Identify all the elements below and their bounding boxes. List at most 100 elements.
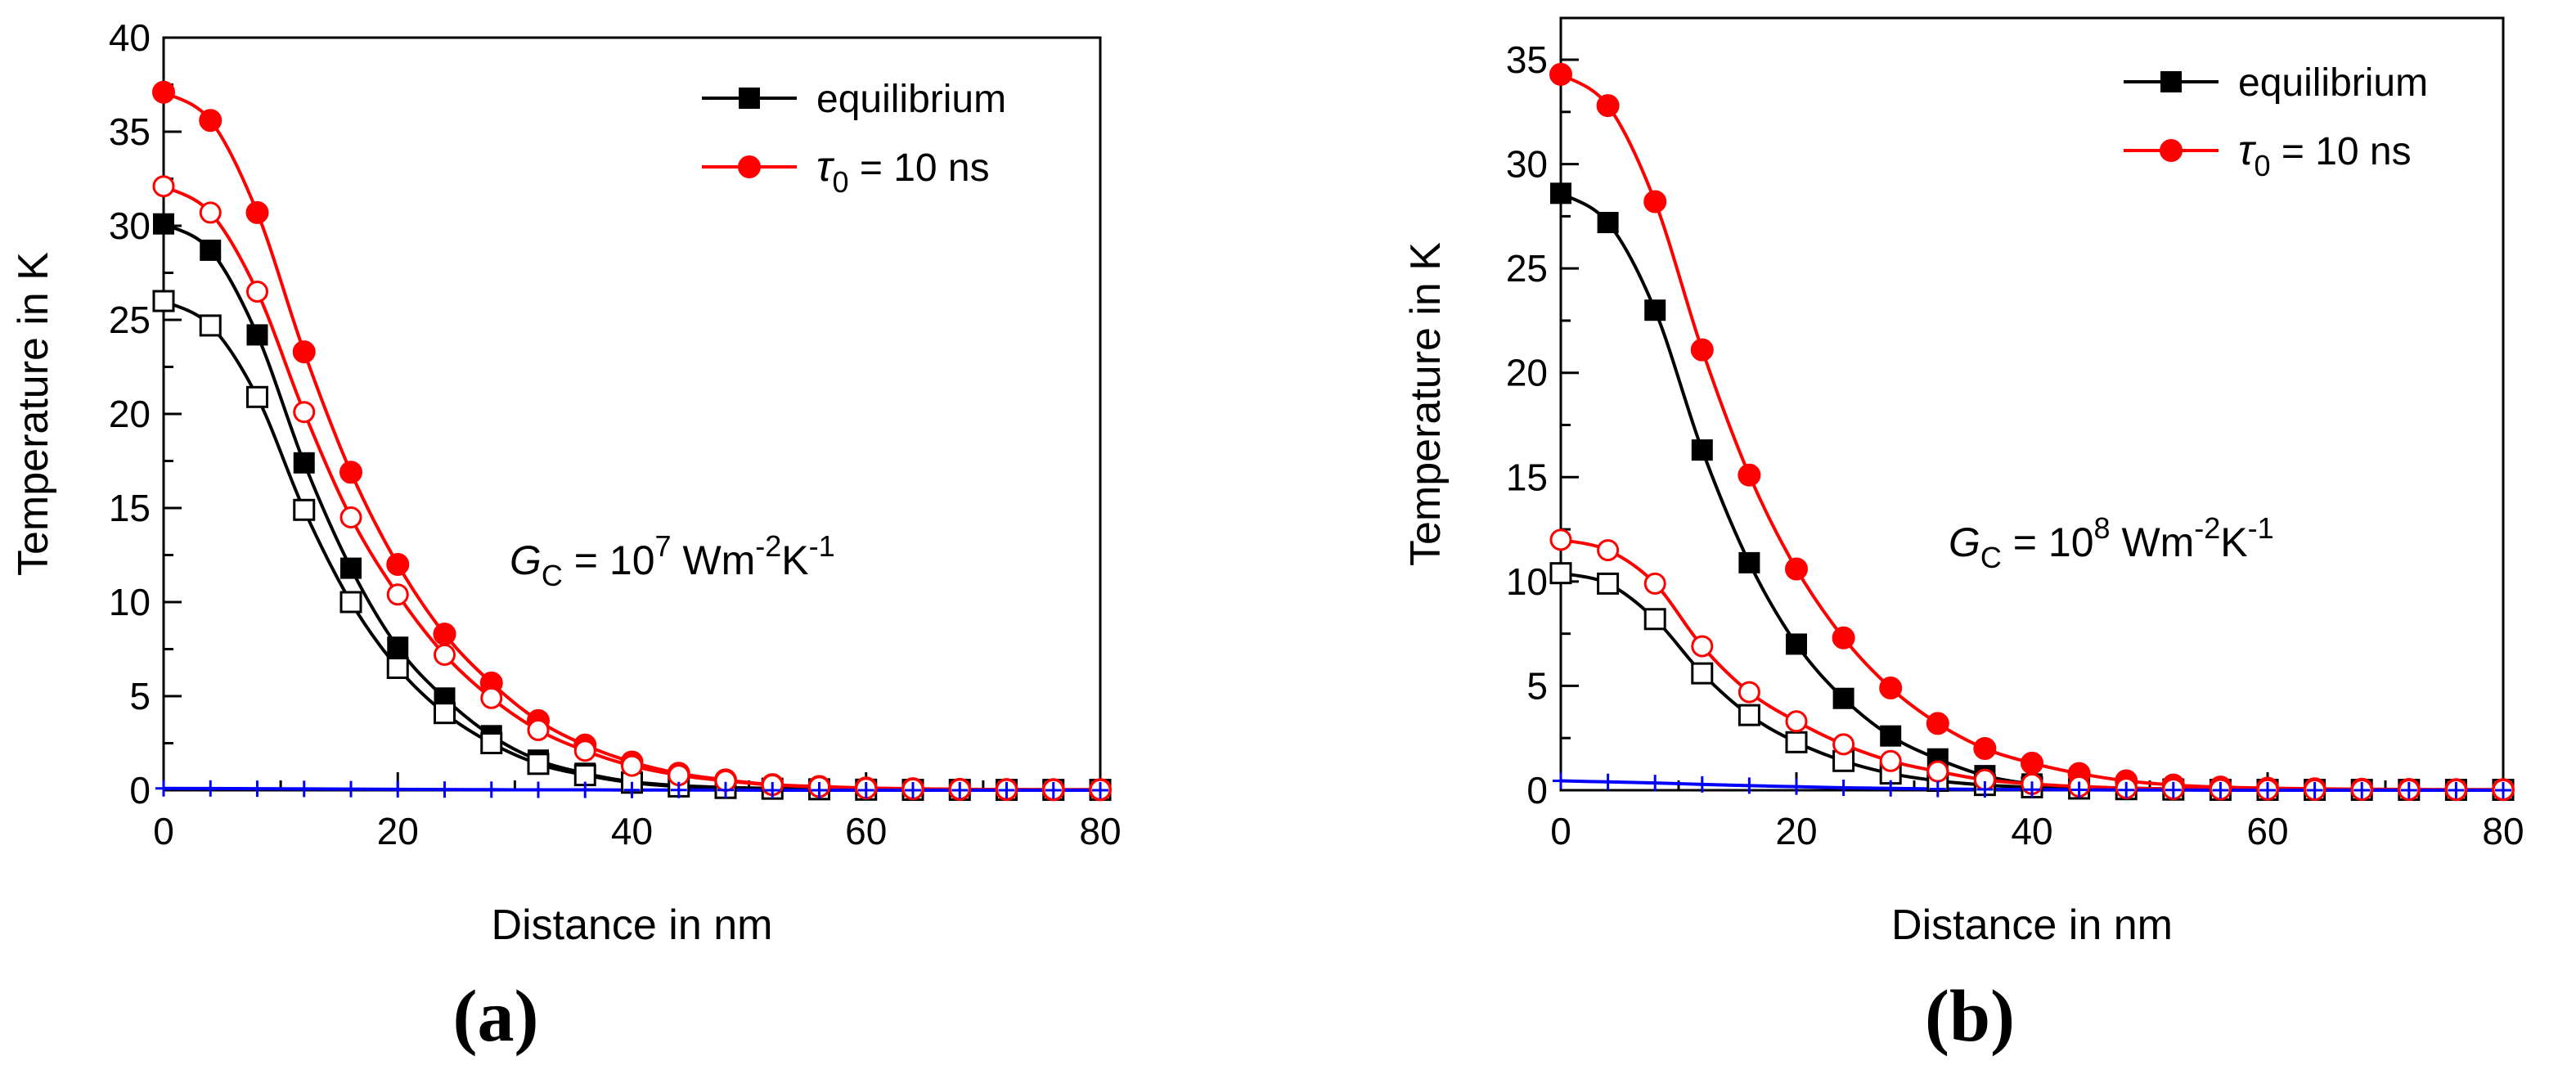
legend-marker	[2160, 71, 2182, 92]
data-point	[1785, 710, 1808, 733]
x-tick-label: 60	[2246, 810, 2288, 852]
data-point	[1643, 572, 1666, 595]
data-point	[1880, 725, 1902, 747]
y-tick-label: 35	[1506, 38, 1548, 81]
chart-panel-a: 0 20 40 60 80 0 5 10 15 20 25 30 35 40 Distance in nm T…	[10, 16, 1122, 1057]
data-point	[1643, 190, 1667, 214]
data-point	[480, 732, 503, 754]
series-markers-blue-plus	[155, 780, 1108, 798]
data-point	[199, 201, 222, 224]
y-tick-label: 0	[1526, 769, 1548, 811]
data-point	[998, 782, 1015, 798]
data-point	[670, 781, 687, 798]
data-point	[1691, 662, 1714, 685]
data-point	[199, 109, 223, 133]
data-point	[1788, 778, 1805, 795]
data-point	[1549, 528, 1572, 551]
data-point	[434, 702, 456, 725]
x-axis-title: Distance in nm	[1891, 901, 2173, 949]
y-axis: 0 5 10 15 20 25 30 35	[1506, 38, 1579, 811]
annotation-g: G	[1949, 519, 1980, 565]
data-point	[1693, 776, 1711, 793]
data-point	[249, 780, 266, 798]
legend-label: τ0 = 10 ns	[2238, 127, 2412, 182]
data-point	[1738, 681, 1760, 704]
data-point	[1599, 773, 1616, 790]
y-tick-label: 15	[109, 487, 151, 529]
data-point	[2495, 782, 2511, 798]
data-point	[153, 213, 174, 235]
data-point	[1738, 551, 1760, 573]
data-point	[2024, 781, 2040, 798]
data-point	[1832, 687, 1854, 709]
x-tick-label: 20	[1775, 810, 1817, 852]
data-point	[1553, 772, 1569, 789]
data-point	[339, 461, 362, 484]
data-point	[1549, 62, 1572, 86]
data-point	[339, 591, 362, 614]
data-point	[339, 506, 362, 528]
annotation-text: = 10	[563, 537, 655, 583]
data-point	[1092, 782, 1108, 798]
data-point	[2021, 751, 2043, 775]
panel-label: (a)	[453, 976, 539, 1057]
legend-label-rest: = 10 ns	[848, 146, 989, 190]
data-point	[857, 782, 874, 798]
y-tick-label: 5	[1526, 664, 1548, 707]
data-point	[811, 782, 828, 798]
series-markers-blue-plus	[1553, 772, 2511, 798]
data-point	[1835, 779, 1852, 796]
conductance-annotation: GC = 108 Wm-2K-1	[1949, 511, 2274, 574]
data-point	[434, 643, 456, 666]
annotation-sub: C	[542, 559, 563, 592]
data-point	[2259, 782, 2276, 798]
data-point	[1832, 626, 1855, 650]
data-point	[152, 80, 175, 104]
legend-label: equilibrium	[2238, 61, 2428, 105]
data-point	[1691, 439, 1713, 461]
data-point	[245, 200, 269, 224]
data-point	[483, 781, 500, 798]
data-point	[1882, 780, 1899, 797]
data-point	[1741, 777, 1758, 794]
data-point	[1690, 338, 1714, 362]
legend: equilibrium τ0 = 10 ns	[702, 78, 1006, 199]
data-point	[343, 780, 359, 798]
data-point	[386, 553, 410, 576]
x-axis: 0 20 40 60 80	[1550, 772, 2524, 852]
annotation-sub: C	[1980, 541, 2002, 574]
data-point	[246, 281, 268, 303]
annotation-sup: -1	[2248, 511, 2274, 545]
data-point	[527, 718, 550, 741]
data-point	[386, 583, 409, 606]
data-point	[386, 657, 409, 679]
y-tick-label: 25	[109, 299, 151, 341]
x-tick-label: 40	[2011, 810, 2052, 852]
x-tick-label: 40	[611, 810, 653, 852]
data-point	[2165, 781, 2182, 798]
y-tick-label: 25	[1506, 247, 1548, 290]
data-point	[1738, 463, 1761, 487]
data-point	[1596, 94, 1620, 118]
data-point	[152, 290, 175, 312]
data-point	[577, 781, 594, 798]
data-point	[1929, 780, 1946, 798]
data-point	[1691, 635, 1714, 658]
annotation-sup: 8	[2094, 511, 2111, 545]
y-tick-label: 20	[1506, 352, 1548, 394]
legend-subscript: 0	[2254, 149, 2270, 182]
x-tick-label: 0	[153, 810, 174, 852]
legend-label-rest: = 10 ns	[2270, 130, 2411, 173]
legend-symbol: τ	[2238, 127, 2257, 174]
data-point	[295, 780, 312, 798]
data-point	[389, 780, 407, 798]
data-point	[1045, 782, 1062, 798]
series-group	[152, 80, 1112, 802]
data-point	[573, 740, 596, 762]
data-point	[1976, 780, 1994, 798]
annotation-text: Wm	[672, 537, 756, 583]
legend: equilibrium τ0 = 10 ns	[2124, 61, 2428, 182]
data-point	[2306, 782, 2323, 798]
